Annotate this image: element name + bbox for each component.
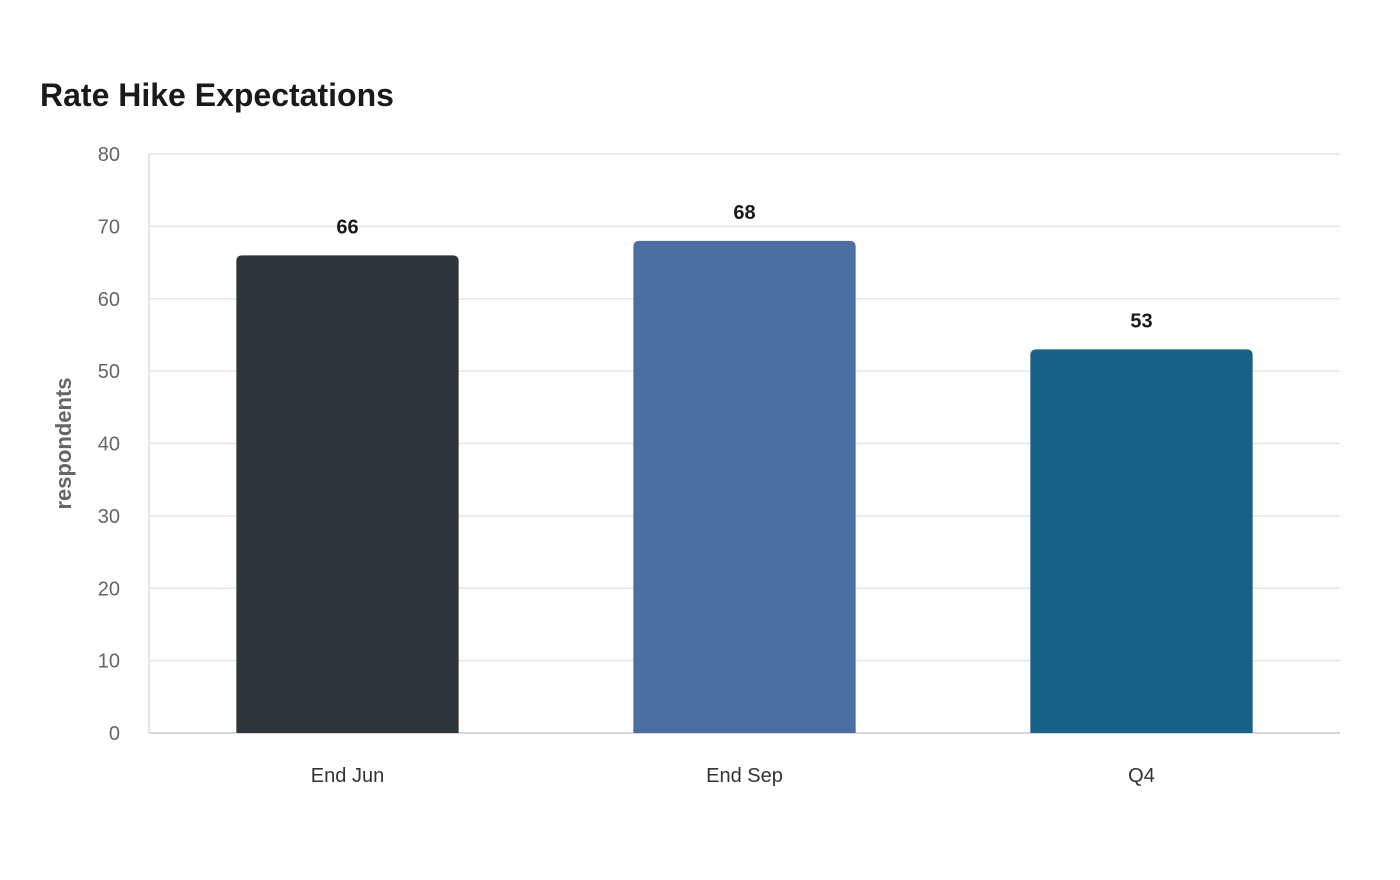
y-tick-label: 60 — [98, 289, 120, 311]
data-labels: 66 68 53 — [336, 202, 1152, 333]
y-tick-label: 50 — [98, 361, 120, 383]
y-tick-label: 10 — [98, 651, 120, 673]
bar — [633, 240, 856, 733]
bar — [1030, 349, 1253, 733]
y-axis-title: respondents — [51, 377, 76, 509]
y-tick-label: 40 — [98, 434, 120, 456]
bar — [236, 255, 459, 733]
bar-value-label: 66 — [336, 216, 358, 238]
y-tick-label: 30 — [98, 506, 120, 528]
chart-title: Rate Hike Expectations — [40, 77, 394, 113]
x-tick-label: Q4 — [1128, 765, 1155, 787]
x-tick-label: End Jun — [311, 765, 384, 787]
x-tick-label: End Sep — [706, 765, 783, 787]
y-tick-label: 80 — [98, 144, 120, 166]
y-tick-label: 70 — [98, 216, 120, 238]
y-tick-label: 20 — [98, 578, 120, 600]
bars — [236, 240, 1253, 733]
y-tick-label: 0 — [109, 723, 120, 745]
bar-value-label: 53 — [1130, 310, 1152, 332]
y-tick-labels: 0 10 20 30 40 50 60 70 80 — [98, 144, 120, 745]
bar-value-label: 68 — [733, 202, 755, 224]
x-tick-labels: End Jun End Sep Q4 — [311, 765, 1155, 787]
